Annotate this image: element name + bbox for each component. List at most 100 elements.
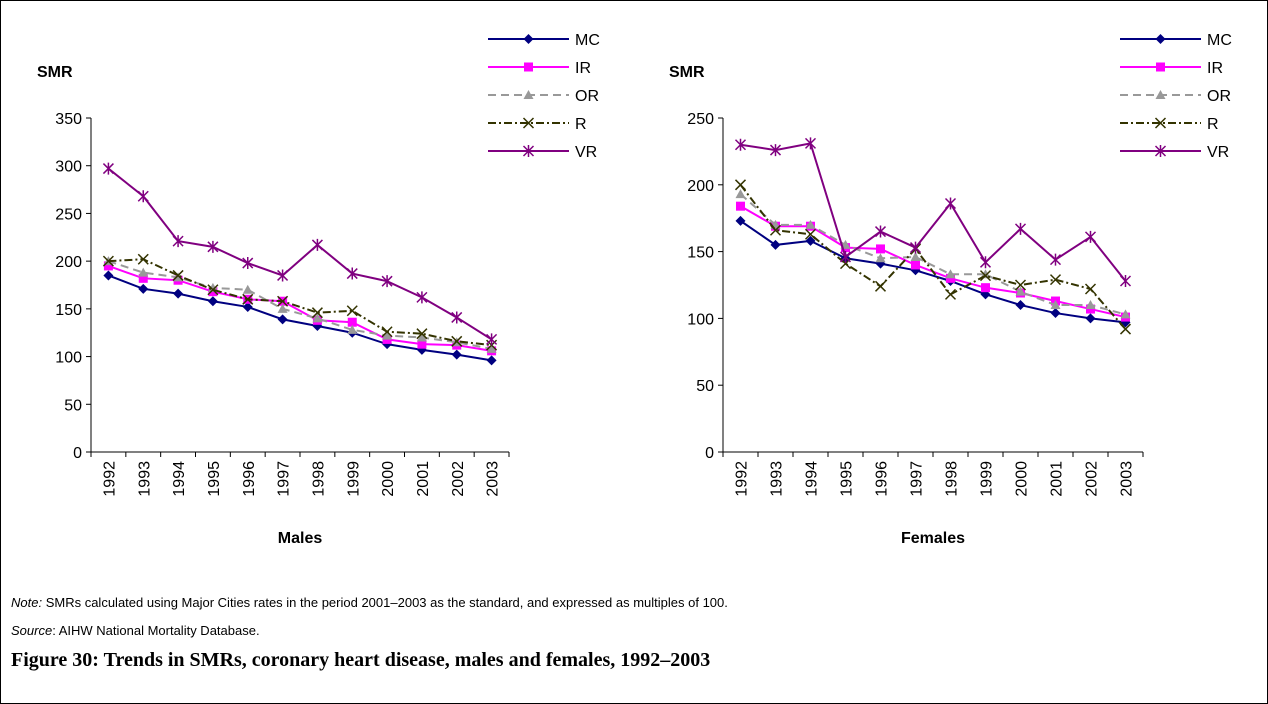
legend-label: OR — [575, 88, 599, 105]
marker — [1156, 62, 1165, 72]
marker — [382, 330, 393, 340]
marker — [172, 269, 184, 281]
y-axis-label: SMR — [669, 64, 705, 81]
series-line — [740, 205, 1126, 319]
marker — [1014, 279, 1027, 291]
marker — [804, 137, 817, 150]
marker — [173, 272, 184, 282]
marker — [312, 313, 323, 323]
marker — [172, 235, 184, 248]
marker — [1015, 286, 1026, 296]
x-tick-label: 1998 — [944, 461, 961, 497]
y-tick-label: 350 — [55, 111, 82, 128]
marker — [1085, 300, 1096, 310]
y-tick-label: 100 — [55, 350, 82, 367]
marker — [1119, 323, 1132, 335]
series-line — [739, 220, 1126, 324]
marker — [1084, 283, 1097, 295]
marker — [416, 291, 428, 304]
marker — [1154, 117, 1167, 129]
x-tick-label: 1992 — [734, 461, 751, 497]
y-tick-label: 200 — [687, 178, 714, 195]
marker — [805, 235, 816, 246]
marker — [103, 270, 114, 281]
x-tick-label: 2003 — [1119, 461, 1136, 497]
marker — [138, 273, 148, 283]
x-tick-label: 1997 — [909, 461, 926, 497]
marker — [173, 288, 184, 299]
marker — [524, 62, 533, 72]
marker — [1049, 274, 1062, 286]
marker — [486, 355, 497, 366]
y-tick-label: 250 — [687, 111, 714, 128]
marker — [207, 240, 219, 253]
x-tick-label: 2000 — [1014, 461, 1031, 497]
x-tick-label: 1996 — [241, 461, 258, 497]
marker — [451, 349, 462, 360]
y-tick-label: 0 — [705, 445, 714, 462]
marker — [910, 251, 921, 261]
marker — [242, 301, 253, 312]
legend-label: IR — [1207, 60, 1223, 77]
marker — [874, 280, 887, 292]
marker — [769, 144, 782, 157]
marker — [347, 324, 358, 334]
marker — [1015, 300, 1026, 311]
marker — [346, 267, 358, 280]
legend-label: MC — [1207, 32, 1232, 49]
marker — [945, 269, 956, 279]
x-tick-label: 2001 — [1049, 461, 1066, 497]
marker — [909, 241, 922, 254]
marker — [451, 311, 463, 324]
marker — [1155, 90, 1166, 99]
series-line — [107, 167, 493, 341]
source-text: : AIHW National Mortality Database. — [52, 623, 260, 638]
marker — [1086, 304, 1095, 314]
marker — [486, 343, 497, 353]
x-tick-label: 2002 — [1084, 461, 1101, 497]
marker — [242, 293, 254, 305]
note-text: SMRs calculated using Major Cities rates… — [45, 595, 728, 610]
caption: Figure 30: Trends in SMRs, coronary hear… — [11, 649, 711, 671]
x-tick-label: 2002 — [450, 461, 467, 497]
marker — [207, 284, 219, 296]
note-label: Note: — [11, 595, 43, 610]
marker — [1154, 145, 1167, 157]
marker — [102, 255, 114, 267]
x-tick-label: 1993 — [136, 461, 153, 497]
y-tick-label: 50 — [696, 378, 714, 395]
marker — [347, 317, 357, 327]
x-tick-label: 1998 — [310, 461, 327, 497]
legend-label: OR — [1207, 88, 1231, 105]
marker — [1014, 222, 1027, 235]
marker — [946, 273, 955, 283]
x-tick-label: 1994 — [171, 461, 188, 497]
marker — [137, 190, 149, 203]
marker — [451, 335, 463, 347]
legend-label: IR — [575, 60, 591, 77]
y-tick-label: 150 — [55, 302, 82, 319]
marker — [944, 288, 957, 300]
source: Source: AIHW National Mortality Database… — [11, 623, 260, 638]
marker — [416, 328, 428, 340]
x-tick-label: 1992 — [101, 461, 118, 497]
source-label: Source — [11, 623, 53, 638]
marker — [1084, 230, 1097, 243]
x-tick-label: 1995 — [839, 461, 856, 497]
marker — [944, 197, 957, 210]
x-tick-label: 1999 — [345, 461, 362, 497]
marker — [346, 305, 358, 317]
marker — [734, 179, 747, 191]
marker — [1085, 313, 1096, 324]
legend-label: R — [1207, 116, 1219, 133]
marker — [138, 283, 149, 294]
x-tick-label: 1995 — [206, 461, 223, 497]
series-line — [740, 142, 1127, 282]
marker — [277, 269, 289, 282]
series-line — [108, 274, 492, 362]
marker — [735, 215, 746, 226]
y-tick-label: 0 — [73, 445, 82, 462]
x-tick-label: 1999 — [979, 461, 996, 497]
marker — [979, 270, 992, 282]
